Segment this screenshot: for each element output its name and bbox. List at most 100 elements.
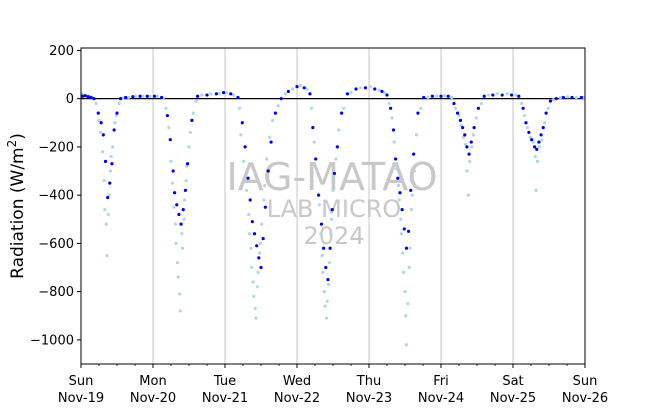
point-light-63 — [252, 294, 256, 299]
point-light-145 — [505, 92, 509, 96]
point-dark-115 — [544, 111, 548, 115]
point-light-103 — [368, 84, 373, 89]
point-light-150 — [528, 135, 532, 139]
point-dark-53 — [286, 89, 290, 94]
point-dark-15 — [124, 95, 128, 100]
point-light-132 — [457, 113, 461, 118]
point-light-22 — [126, 95, 131, 100]
point-dark-13 — [115, 111, 119, 115]
point-dark-63 — [326, 277, 330, 282]
point-light-116 — [403, 290, 407, 294]
point-dark-45 — [257, 256, 261, 260]
point-dark-79 — [398, 191, 402, 195]
point-dark-10 — [108, 181, 112, 185]
point-light-128 — [435, 94, 439, 98]
point-dark-28 — [181, 208, 185, 212]
point-light-123 — [410, 193, 414, 197]
point-light-76 — [276, 104, 280, 108]
x-tick-date-5: Nov-24 — [418, 391, 464, 406]
point-light-39 — [180, 232, 184, 236]
point-dark-103 — [500, 93, 504, 97]
point-light-104 — [377, 88, 381, 92]
point-light-74 — [268, 135, 272, 139]
point-light-38 — [178, 309, 182, 313]
x-tick-day-2: Tue — [213, 374, 236, 389]
point-dark-120 — [579, 95, 584, 100]
point-light-140 — [471, 133, 475, 137]
point-light-154 — [535, 159, 540, 163]
point-dark-83 — [407, 229, 411, 233]
point-dark-32 — [196, 94, 200, 98]
point-light-69 — [258, 241, 262, 245]
point-light-81 — [309, 106, 313, 110]
point-light-32 — [172, 205, 176, 209]
point-dark-110 — [533, 145, 537, 149]
point-light-129 — [443, 94, 447, 98]
point-light-160 — [558, 95, 563, 100]
point-light-70 — [260, 222, 264, 226]
point-light-37 — [178, 292, 182, 296]
point-light-18 — [113, 121, 117, 125]
point-dark-12 — [112, 128, 116, 132]
point-dark-72 — [373, 87, 377, 91]
x-tick-day-0: Sun — [69, 374, 94, 389]
point-dark-37 — [236, 95, 240, 100]
point-dark-50 — [269, 140, 273, 144]
point-dark-16 — [131, 95, 135, 99]
point-light-49 — [200, 93, 204, 97]
point-dark-21 — [165, 113, 169, 118]
point-light-73 — [265, 157, 269, 161]
watermark-line-3: 2024 — [303, 222, 364, 250]
point-dark-19 — [152, 94, 157, 98]
point-dark-40 — [246, 176, 250, 180]
point-light-155 — [538, 145, 542, 149]
point-light-72 — [263, 183, 267, 188]
point-dark-111 — [535, 147, 539, 151]
watermark-line-2: LAB MICRO — [267, 195, 402, 223]
point-dark-7 — [101, 133, 105, 137]
x-tick-date-0: Nov-19 — [58, 391, 104, 406]
point-light-118 — [404, 343, 409, 347]
point-light-120 — [407, 265, 411, 270]
point-light-33 — [173, 222, 177, 226]
point-dark-76 — [391, 128, 396, 132]
point-dark-101 — [482, 94, 486, 98]
point-light-134 — [461, 135, 465, 139]
point-dark-65 — [330, 208, 334, 212]
point-dark-116 — [548, 99, 553, 103]
point-dark-98 — [469, 140, 473, 144]
point-light-148 — [522, 113, 527, 118]
x-tick-day-3: Wed — [283, 374, 311, 389]
y-tick-label-6: −1000 — [30, 333, 74, 348]
point-light-30 — [169, 159, 173, 163]
point-dark-89 — [439, 94, 443, 98]
y-tick-label-0: 200 — [49, 44, 74, 59]
point-light-34 — [174, 241, 178, 245]
point-light-51 — [217, 91, 221, 95]
point-light-101 — [349, 91, 353, 95]
point-light-55 — [239, 133, 243, 137]
point-light-143 — [486, 93, 491, 97]
point-dark-59 — [317, 193, 321, 197]
point-dark-56 — [308, 92, 312, 96]
point-light-122 — [409, 208, 414, 212]
point-light-58 — [247, 212, 251, 217]
y-tick-label-2: −200 — [38, 140, 74, 155]
point-light-108 — [392, 140, 396, 144]
point-light-90 — [324, 316, 329, 320]
point-dark-30 — [185, 162, 190, 166]
point-light-136 — [465, 169, 469, 173]
point-light-83 — [315, 169, 319, 173]
point-light-84 — [317, 203, 321, 207]
point-light-26 — [155, 94, 159, 98]
point-dark-77 — [394, 157, 398, 161]
point-dark-1 — [83, 94, 87, 98]
point-light-59 — [247, 232, 252, 236]
point-dark-22 — [168, 138, 172, 142]
point-light-146 — [514, 93, 518, 97]
point-dark-95 — [463, 133, 467, 137]
point-light-35 — [175, 261, 180, 265]
point-light-12 — [105, 253, 109, 258]
point-dark-90 — [446, 94, 450, 98]
point-dark-44 — [255, 244, 259, 248]
